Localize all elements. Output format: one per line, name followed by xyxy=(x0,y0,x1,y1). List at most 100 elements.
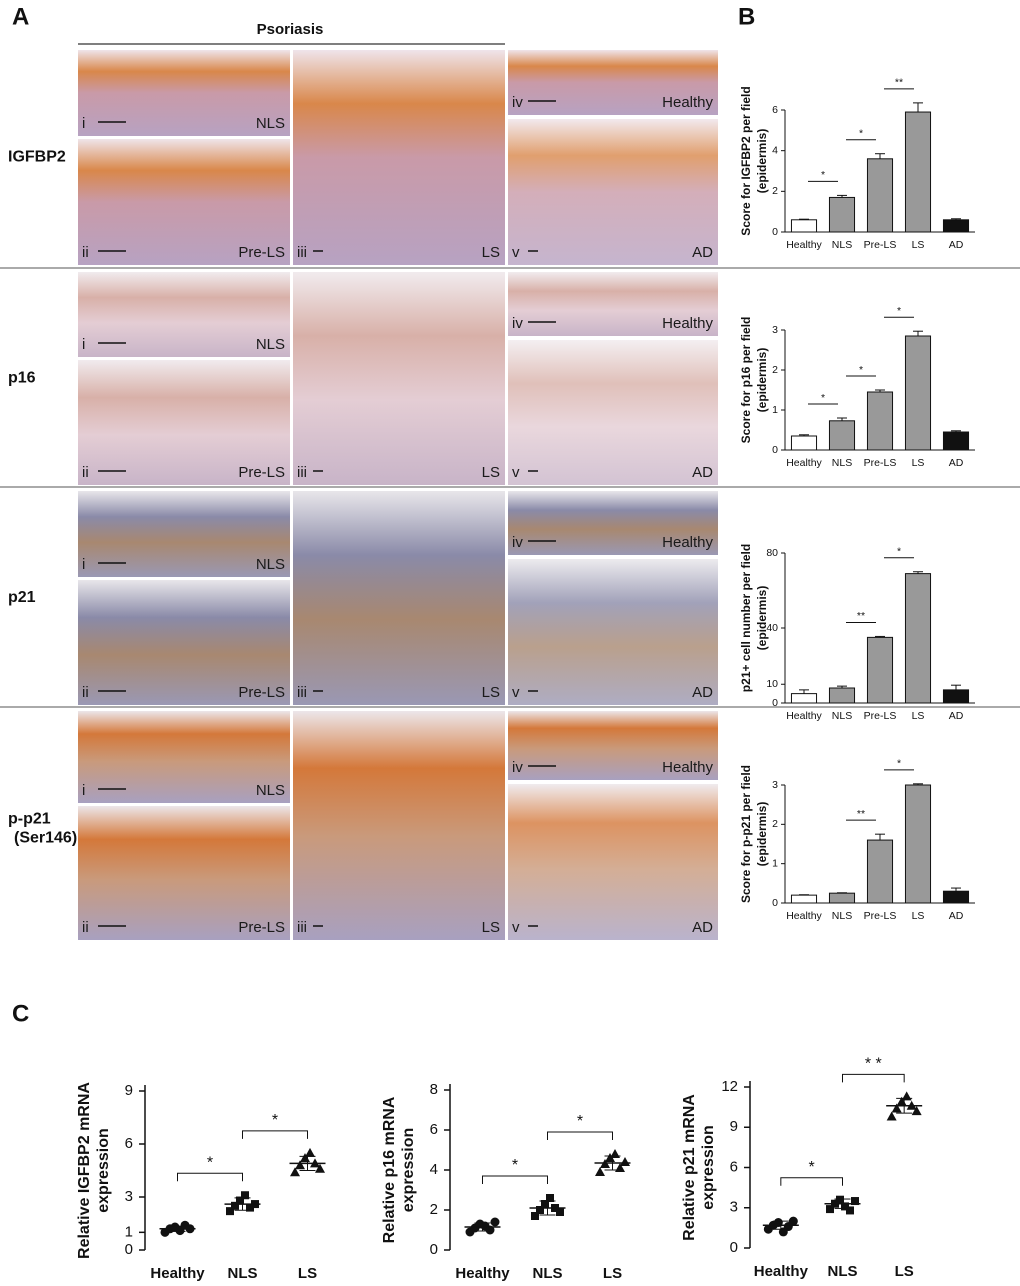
image-numeral: i xyxy=(82,556,85,573)
y-axis-label: p21+ cell number per field xyxy=(739,544,753,692)
y-axis-label: Relative IGFBP2 mRNA xyxy=(76,1082,93,1259)
data-point xyxy=(901,1091,912,1101)
histology-image xyxy=(508,491,718,555)
group-header: Psoriasis xyxy=(257,21,324,38)
significance-label: ** xyxy=(857,808,865,820)
y-tick-label: 2 xyxy=(772,818,778,830)
image-label: LS xyxy=(482,244,500,261)
image-numeral: ii xyxy=(82,684,89,701)
x-tick-label: Healthy xyxy=(786,710,822,722)
histology-image xyxy=(508,50,718,115)
y-tick-label: 2 xyxy=(772,185,778,197)
image-numeral: v xyxy=(512,464,520,481)
x-tick-label: NLS xyxy=(832,457,852,469)
bar xyxy=(790,435,818,451)
image-label: Pre-LS xyxy=(238,464,285,481)
image-label: LS xyxy=(482,684,500,701)
image-numeral: v xyxy=(512,684,520,701)
image-numeral: iii xyxy=(297,684,307,701)
y-tick-label: 3 xyxy=(772,324,778,336)
data-point xyxy=(246,1203,254,1212)
histology-image xyxy=(508,119,718,265)
image-label: Healthy xyxy=(662,315,713,332)
x-tick-label: AD xyxy=(949,457,964,469)
x-tick-label: LS xyxy=(298,1265,317,1282)
y-tick-label: 6 xyxy=(730,1158,738,1175)
data-point xyxy=(236,1196,244,1205)
x-tick-label: Pre-LS xyxy=(864,239,897,251)
image-numeral: i xyxy=(82,115,85,132)
y-tick-label: 4 xyxy=(772,144,778,156)
y-tick-label: 8 xyxy=(430,1081,438,1098)
image-numeral: ii xyxy=(82,919,89,936)
significance-label: * xyxy=(512,1157,518,1174)
data-point xyxy=(226,1207,234,1216)
bar xyxy=(828,196,856,233)
image-label: Healthy xyxy=(662,94,713,111)
y-tick-label: 0 xyxy=(772,444,778,456)
y-tick-label: 3 xyxy=(125,1188,133,1205)
histology-image xyxy=(508,711,718,780)
y-tick-label: 10 xyxy=(766,678,778,690)
image-label: Pre-LS xyxy=(238,244,285,261)
data-point xyxy=(620,1157,630,1166)
bar xyxy=(942,890,970,904)
row-sublabel: (Ser146) xyxy=(14,830,77,847)
image-label: AD xyxy=(692,919,713,936)
image-numeral: iii xyxy=(297,919,307,936)
panel-label: C xyxy=(12,1000,29,1027)
x-tick-label: NLS xyxy=(828,1263,858,1280)
y-axis-label: (epidermis) xyxy=(755,802,769,867)
significance-label: * xyxy=(897,305,901,317)
x-tick-label: LS xyxy=(895,1263,914,1280)
bar xyxy=(828,892,856,904)
image-numeral: ii xyxy=(82,464,89,481)
x-tick-label: LS xyxy=(912,910,925,922)
bar xyxy=(942,689,970,704)
y-axis-label: Relative p16 mRNA xyxy=(381,1096,398,1243)
x-tick-label: NLS xyxy=(832,239,852,251)
significance-bracket xyxy=(780,1177,843,1186)
y-tick-label: 6 xyxy=(430,1121,438,1138)
image-label: AD xyxy=(692,684,713,701)
y-axis-label: expression xyxy=(95,1128,112,1212)
significance-bracket xyxy=(242,1130,308,1139)
data-point xyxy=(490,1217,500,1227)
data-point xyxy=(241,1191,249,1200)
y-tick-label: 1 xyxy=(772,857,778,869)
data-point xyxy=(531,1212,539,1220)
significance-label: * xyxy=(821,392,825,404)
data-point xyxy=(305,1147,315,1157)
bar xyxy=(904,784,932,904)
image-numeral: ii xyxy=(82,244,89,261)
image-label: Healthy xyxy=(662,534,713,551)
x-tick-label: Healthy xyxy=(754,1263,809,1280)
y-axis-label: (epidermis) xyxy=(755,129,769,194)
y-tick-label: 0 xyxy=(430,1241,438,1258)
data-point xyxy=(315,1163,325,1173)
bar xyxy=(904,335,932,451)
x-tick-label: Healthy xyxy=(455,1265,510,1282)
image-label: NLS xyxy=(256,556,285,573)
significance-label: * xyxy=(859,127,863,139)
bar xyxy=(790,219,818,233)
histology-image xyxy=(78,360,290,485)
image-label: Pre-LS xyxy=(238,684,285,701)
significance-label: * xyxy=(821,169,825,181)
significance-label: * xyxy=(809,1159,815,1176)
significance-label: * * xyxy=(865,1056,882,1073)
y-axis-label: (epidermis) xyxy=(755,348,769,413)
histology-image xyxy=(293,272,505,485)
panel-label: B xyxy=(738,3,755,30)
significance-label: * xyxy=(859,364,863,376)
x-tick-label: LS xyxy=(912,457,925,469)
data-point xyxy=(891,1103,902,1113)
y-tick-label: 0 xyxy=(125,1241,133,1258)
significance-bracket xyxy=(547,1131,613,1140)
significance-bracket xyxy=(842,1073,905,1083)
data-point xyxy=(610,1149,620,1158)
image-numeral: iv xyxy=(512,534,523,551)
histology-image xyxy=(78,711,290,803)
histology-image xyxy=(78,580,290,705)
image-label: AD xyxy=(692,244,713,261)
